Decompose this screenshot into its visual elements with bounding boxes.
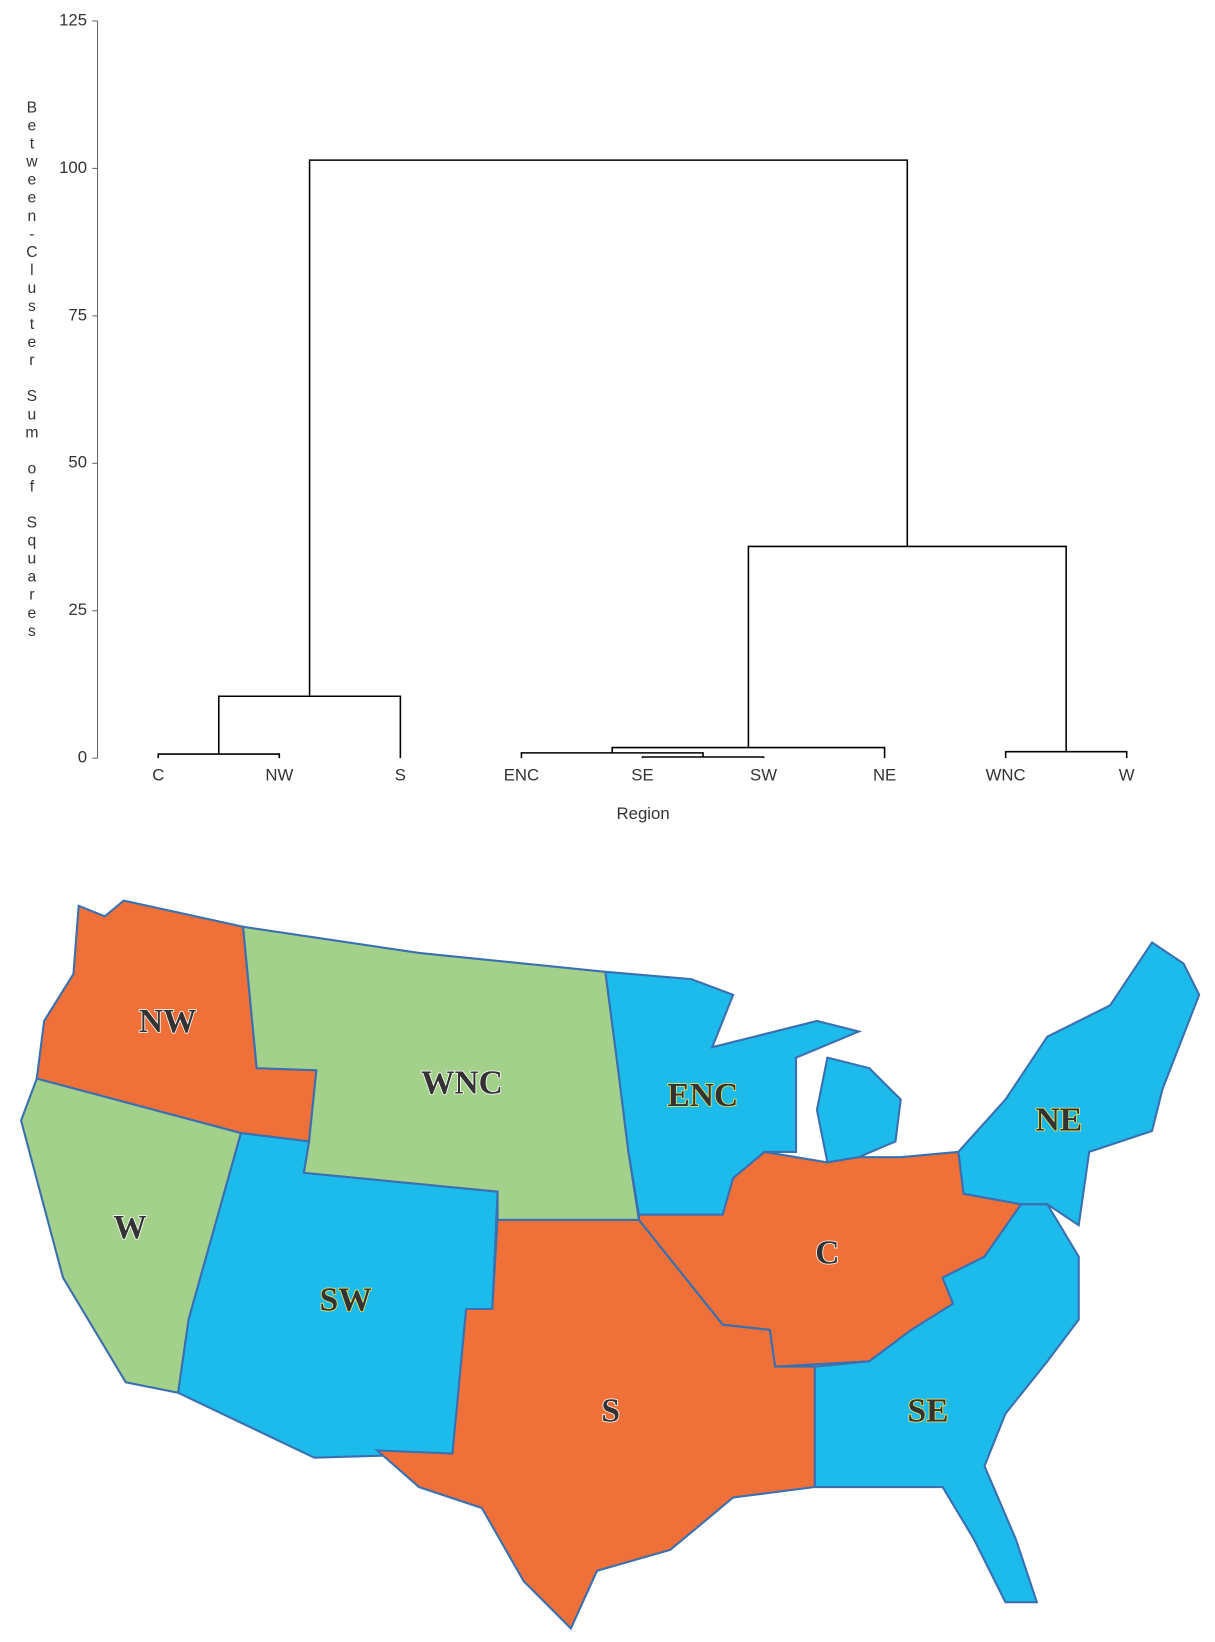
dendrogram-link [308, 159, 909, 697]
y-tick-label: 50 [68, 453, 87, 472]
region-label: W [113, 1209, 147, 1246]
dendrogram-link [747, 545, 1067, 752]
region [813, 1203, 1080, 1604]
leaf-label: WNC [986, 765, 1026, 784]
leaf-label: SE [631, 765, 653, 784]
dendrogram-link [157, 753, 281, 759]
region-label: SW [320, 1281, 372, 1318]
region-label: WNC [421, 1065, 503, 1102]
leaf-label: NW [265, 765, 293, 784]
y-tick-label: 125 [59, 10, 87, 29]
leaf-label: NE [873, 765, 896, 784]
region-label: NW [139, 1003, 197, 1040]
y-tick-label: 100 [59, 158, 87, 177]
dendrogram-link [641, 756, 765, 759]
region [957, 941, 1201, 1228]
map: NW WNC W SW ENC NE C S SE [19, 899, 1201, 1631]
y-tick-label: 0 [78, 748, 87, 767]
region-label: S [601, 1392, 620, 1429]
leaf-label: SW [750, 765, 777, 784]
leaf-label: C [152, 765, 164, 784]
leaf-label: W [1119, 765, 1135, 784]
region-label: C [815, 1234, 839, 1271]
region-label: SE [907, 1392, 948, 1429]
x-axis-label: Region [617, 804, 670, 823]
y-tick-label: 25 [68, 600, 87, 619]
dendrogram-link [217, 695, 402, 759]
dendrogram-link [1004, 750, 1128, 759]
region-label: ENC [667, 1077, 738, 1114]
region [604, 970, 902, 1216]
y-tick-label: 75 [68, 305, 87, 324]
y-axis-label: Between-Cluster Sum of Squares [23, 99, 40, 640]
leaf-label: ENC [504, 765, 539, 784]
leaf-label: S [395, 765, 406, 784]
region [374, 1218, 816, 1631]
region-label: NE [1036, 1101, 1083, 1138]
